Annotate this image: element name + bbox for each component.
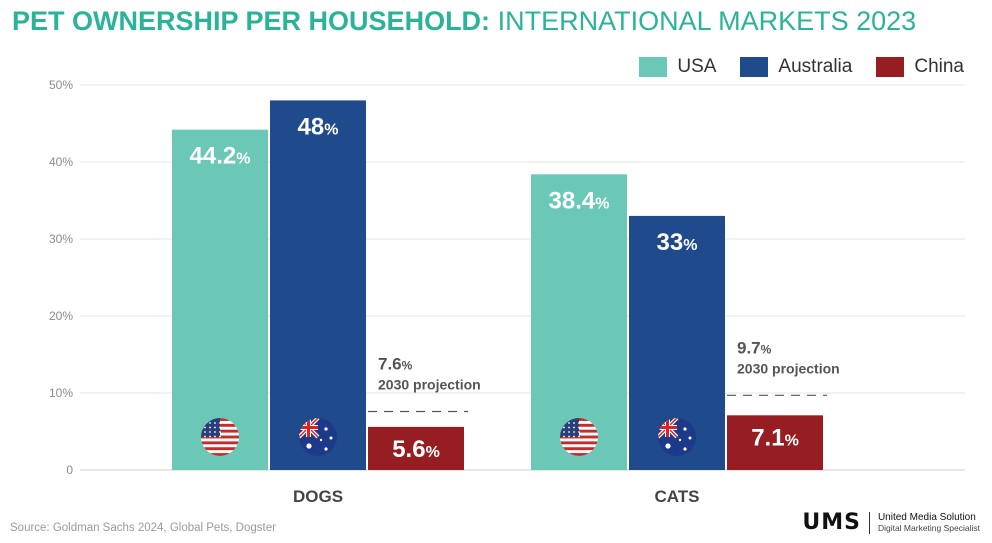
chart-title-light: INTERNATIONAL MARKETS 2023 (497, 6, 917, 36)
australia-flag-icon (658, 418, 696, 456)
y-tick-label: 40% (49, 155, 73, 169)
brand-separator (868, 511, 870, 534)
legend-item-usa: USA (639, 56, 716, 78)
brand-text: United Media Solution Digital Marketing … (878, 512, 980, 534)
chart-title: PET OWNERSHIP PER HOUSEHOLD: INTERNATION… (12, 6, 916, 37)
australia-flag-icon (299, 418, 337, 456)
legend-item-china: China (876, 56, 964, 78)
y-tick-label: 50% (49, 78, 73, 92)
legend-swatch-usa (639, 57, 668, 77)
data-label: 7.1% (751, 424, 799, 451)
usa-flag-icon (560, 418, 598, 456)
brand-tagline: Digital Marketing Specialist (877, 522, 980, 533)
brand-mark: UMS (802, 510, 861, 535)
bar-australia-dogs (270, 100, 366, 471)
projection-note: 2030 projection (378, 376, 481, 392)
data-label: 33% (657, 229, 698, 256)
source-note: Source: Goldman Sachs 2024, Global Pets,… (10, 522, 276, 534)
bar-usa-dogs (172, 129, 268, 470)
y-tick-label: 0 (66, 463, 73, 477)
data-label: 44.2% (190, 143, 251, 170)
legend-swatch-australia (740, 57, 769, 77)
projection-value: 7.6% (378, 354, 413, 373)
data-label: 38.4% (549, 187, 610, 214)
legend-label-australia: Australia (778, 56, 853, 77)
chart-title-strong: PET OWNERSHIP PER HOUSEHOLD: (12, 6, 491, 36)
y-tick-label: 20% (49, 309, 73, 323)
y-tick-label: 30% (49, 232, 73, 246)
projection-value: 9.7% (737, 338, 772, 357)
projection-note: 2030 projection (737, 360, 840, 376)
legend-label-usa: USA (677, 56, 717, 77)
bar-china-dogs (368, 426, 464, 470)
x-category-label: CATS (654, 487, 699, 506)
chart-legend: USA Australia China (639, 56, 964, 78)
x-category-label: DOGS (293, 487, 343, 506)
bar-china-cats (727, 415, 823, 470)
brand-name: United Media Solution (877, 511, 976, 523)
legend-swatch-china (876, 57, 905, 77)
y-tick-label: 10% (49, 386, 73, 400)
data-label: 5.6% (392, 436, 440, 463)
legend-label-china: China (914, 56, 964, 77)
usa-flag-icon (201, 418, 239, 456)
brand-logo: UMS United Media Solution Digital Market… (802, 510, 980, 535)
legend-item-australia: Australia (740, 56, 852, 78)
data-label: 48% (298, 113, 339, 140)
